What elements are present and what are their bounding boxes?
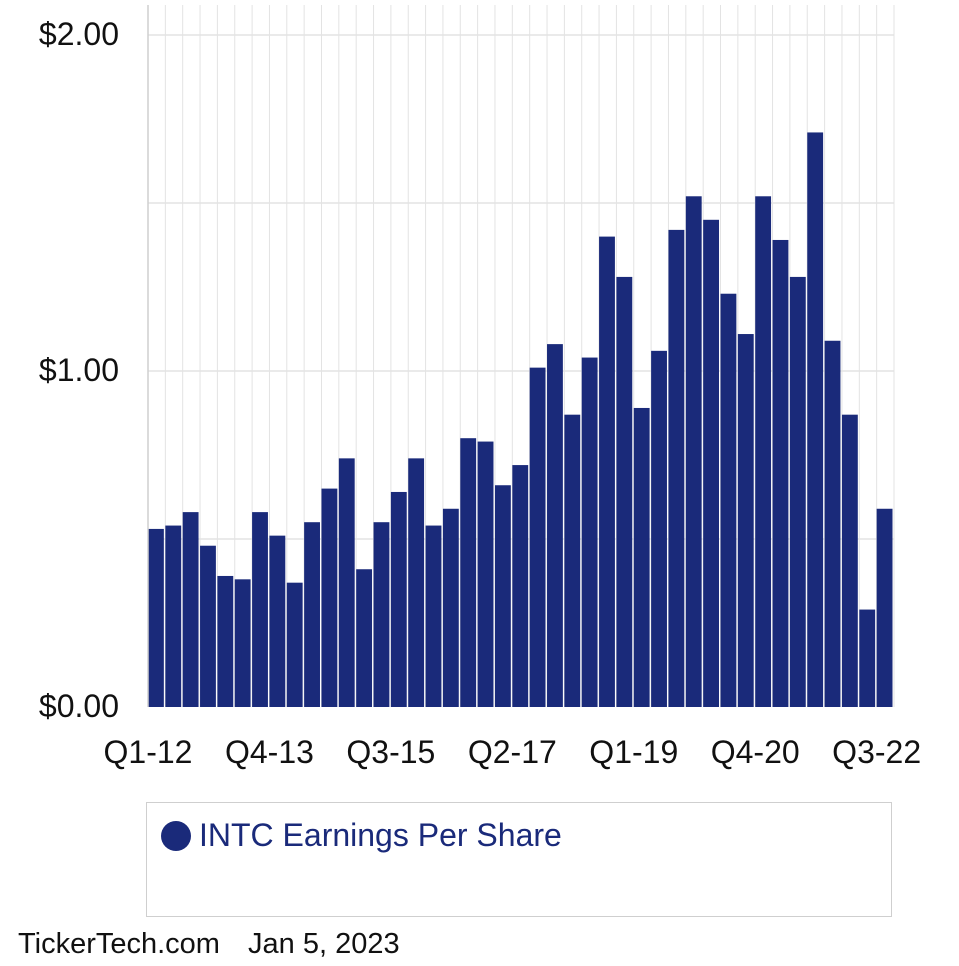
- bar-Q2-22: [859, 609, 876, 707]
- bar-Q1-20: [703, 219, 720, 708]
- bar-Q2-18: [581, 357, 598, 707]
- bar-Q4-18: [616, 276, 633, 707]
- footer-date: Jan 5, 2023: [248, 928, 400, 960]
- bar-Q3-22: [876, 508, 893, 707]
- x-tick-label: Q3-22: [832, 734, 922, 770]
- y-tick-label: $1.00: [38, 352, 119, 388]
- x-tick-label: Q2-17: [467, 734, 557, 770]
- bar-Q1-22: [841, 414, 858, 707]
- bar-Q4-12: [200, 545, 216, 707]
- bar-Q4-19: [685, 196, 702, 707]
- bar-Q3-20: [737, 334, 754, 707]
- bar-Q4-21: [824, 340, 841, 707]
- legend-marker-icon: [161, 821, 191, 851]
- x-tick-label: Q4-13: [224, 734, 314, 770]
- bar-Q4-16: [477, 441, 494, 707]
- bar-Q4-15: [408, 458, 425, 707]
- x-tick-label: Q1-12: [103, 734, 193, 770]
- bar-Q3-16: [460, 438, 477, 707]
- bar-Q4-20: [755, 196, 772, 707]
- bar-Q1-17: [494, 485, 511, 707]
- bar-Q1-16: [425, 525, 442, 707]
- bar-Q1-14: [286, 582, 303, 707]
- bar-Q3-12: [182, 512, 199, 707]
- bar-Q3-18: [599, 236, 615, 707]
- y-tick-label: $2.00: [38, 16, 119, 52]
- bar-Q4-14: [338, 458, 355, 707]
- bar-Q3-21: [807, 132, 824, 707]
- x-tick-label: Q4-20: [710, 734, 800, 770]
- bar-Q3-15: [390, 491, 407, 707]
- legend: INTC Earnings Per Share: [146, 802, 892, 917]
- bar-Q3-13: [252, 512, 268, 707]
- bar-Q2-13: [234, 579, 251, 707]
- bar-Q2-15: [373, 522, 390, 707]
- x-tick-label: Q1-19: [589, 734, 679, 770]
- bar-Q2-14: [304, 522, 320, 707]
- footer-source: TickerTech.com: [18, 928, 220, 960]
- bar-Q2-19: [651, 350, 667, 707]
- footer: TickerTech.com Jan 5, 2023: [18, 928, 400, 961]
- x-tick-label: Q3-15: [346, 734, 436, 770]
- legend-label: INTC Earnings Per Share: [199, 817, 562, 853]
- bar-Q2-21: [789, 276, 806, 707]
- chart-plot-area: [147, 5, 895, 708]
- bar-Q3-14: [321, 488, 338, 707]
- bar-Q2-16: [442, 508, 459, 707]
- bar-Q1-18: [564, 414, 581, 707]
- bar-Q1-21: [772, 239, 789, 707]
- bar-Q2-17: [512, 465, 529, 707]
- bar-Q2-12: [165, 525, 182, 707]
- bar-Q1-15: [356, 569, 373, 707]
- bar-Q3-17: [529, 367, 546, 707]
- bar-Q4-13: [269, 535, 286, 707]
- bar-Q1-19: [633, 407, 650, 707]
- bar-Q1-13: [217, 575, 234, 707]
- y-tick-label: $0.00: [38, 688, 119, 724]
- bar-Q3-19: [668, 229, 685, 707]
- bar-Q2-20: [720, 293, 737, 707]
- bar-Q1-12: [148, 528, 164, 707]
- bar-Q4-17: [547, 344, 563, 707]
